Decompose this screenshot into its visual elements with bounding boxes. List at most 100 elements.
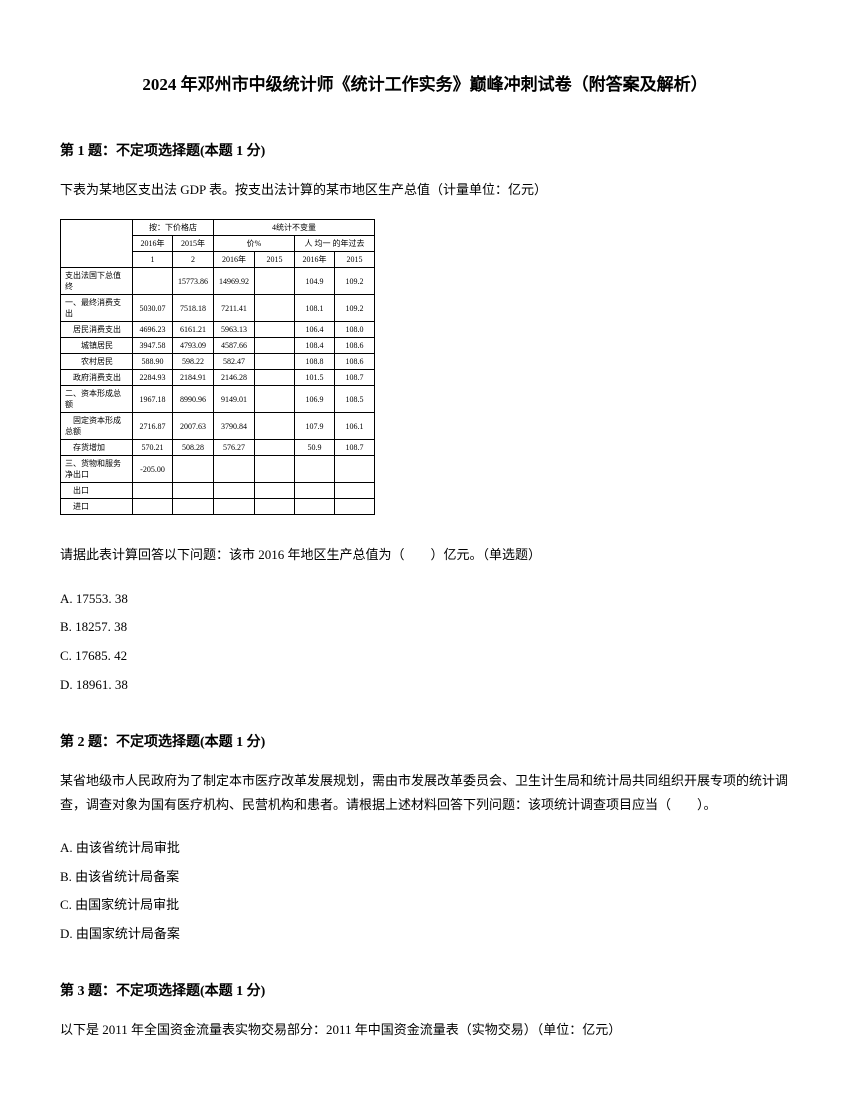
q2-option-a: A. 由该省统计局审批 [60,834,790,863]
q1-option-a: A. 17553. 38 [60,585,790,614]
table-cell [173,483,214,499]
table-cell: 108.7 [335,440,375,456]
table-cell: 5963.13 [214,322,255,338]
table-cell: 108.6 [335,354,375,370]
q2-heading: 第 2 题：不定项选择题(本题 1 分) [60,731,790,751]
table-cell [173,499,214,515]
table-row-category: 存货增加 [61,440,133,456]
table-cell [335,499,375,515]
question-2: 第 2 题：不定项选择题(本题 1 分) 某省地级市人民政府为了制定本市医疗改革… [60,731,790,948]
q1-question: 请据此表计算回答以下问题：该市 2016 年地区生产总值为（ ）亿元。（单选题） [60,543,790,566]
table-cell [255,295,295,322]
table-cell [133,499,173,515]
table-cell [214,483,255,499]
table-cell [255,322,295,338]
table-cell [295,483,335,499]
table-cell: 5030.07 [133,295,173,322]
q1-heading: 第 1 题：不定项选择题(本题 1 分) [60,140,790,160]
table-cell [255,370,295,386]
table-cell: 3947.58 [133,338,173,354]
q1-option-b: B. 18257. 38 [60,613,790,642]
table-cell: 3790.84 [214,413,255,440]
table-cell: 9149.01 [214,386,255,413]
table-cell [255,338,295,354]
table-sub1a: 2016年 [214,252,255,268]
table-cell: 4793.09 [173,338,214,354]
table-cell: 570.21 [133,440,173,456]
table-cell: 2716.87 [133,413,173,440]
table-cell: 6161.21 [173,322,214,338]
table-row-category: 居民消费支出 [61,322,133,338]
table-row-category: 出口 [61,483,133,499]
table-cell: 14969.92 [214,268,255,295]
table-cell: 598.22 [173,354,214,370]
table-cell: 107.9 [295,413,335,440]
table-cell: 108.4 [295,338,335,354]
question-1: 第 1 题：不定项选择题(本题 1 分) 下表为某地区支出法 GDP 表。按支出… [60,140,790,699]
gdp-table: 按：下价格店 4统计不变量 2016年 2015年 价% 人 均一 的年过去 1… [60,219,375,515]
table-cell: 109.2 [335,268,375,295]
table-cell: 1967.18 [133,386,173,413]
table-cell: 588.90 [133,354,173,370]
table-cell: 106.4 [295,322,335,338]
table-cell [335,483,375,499]
table-cell [295,499,335,515]
table-cell: 2284.93 [133,370,173,386]
table-row-category: 农村居民 [61,354,133,370]
table-head-left: 按：下价格店 [133,220,214,236]
table-cell [214,456,255,483]
table-cell: 106.1 [335,413,375,440]
q1-intro: 下表为某地区支出法 GDP 表。按支出法计算的某市地区生产总值（计量单位：亿元） [60,178,790,201]
table-row-category: 进口 [61,499,133,515]
table-cell: 15773.86 [173,268,214,295]
table-year1: 2016年 [133,236,173,252]
table-cell: 109.2 [335,295,375,322]
table-row-category: 二、资本形成总额 [61,386,133,413]
table-head-right: 4统计不变量 [214,220,375,236]
table-colnum: 1 [133,252,173,268]
table-cell: 582.47 [214,354,255,370]
table-row-category: 支出法国下总值终 [61,268,133,295]
q2-text: 某省地级市人民政府为了制定本市医疗改革发展规划，需由市发展改革委员会、卫生计生局… [60,769,790,816]
q2-option-b: B. 由该省统计局备案 [60,863,790,892]
table-cell: 104.9 [295,268,335,295]
table-sub2a: 2016年 [295,252,335,268]
q2-option-d: D. 由国家统计局备案 [60,920,790,949]
table-cell: 108.0 [335,322,375,338]
table-cell [214,499,255,515]
q2-option-c: C. 由国家统计局审批 [60,891,790,920]
q3-heading: 第 3 题：不定项选择题(本题 1 分) [60,980,790,1000]
table-row-category: 三、货物和服务净出口 [61,456,133,483]
table-cell: 108.5 [335,386,375,413]
table-cell [255,413,295,440]
table-cell [133,268,173,295]
table-cell: 108.8 [295,354,335,370]
table-row-category: 固定资本形成总额 [61,413,133,440]
table-cell: 7211.41 [214,295,255,322]
table-cell: 508.28 [173,440,214,456]
table-row-category: 一、最终消费支出 [61,295,133,322]
q1-option-d: D. 18961. 38 [60,671,790,700]
table-cell: 2146.28 [214,370,255,386]
page-title: 2024 年邓州市中级统计师《统计工作实务》巅峰冲刺试卷（附答案及解析） [60,70,790,95]
table-cell: 108.7 [335,370,375,386]
table-sub1: 价% [214,236,295,252]
table-cell: 2184.91 [173,370,214,386]
table-cell: 108.1 [295,295,335,322]
table-row-category: 城镇居民 [61,338,133,354]
table-year2: 2015年 [173,236,214,252]
table-cell: 50.9 [295,440,335,456]
table-cell [133,483,173,499]
q1-option-c: C. 17685. 42 [60,642,790,671]
table-row-category: 政府消费支出 [61,370,133,386]
question-3: 第 3 题：不定项选择题(本题 1 分) 以下是 2011 年全国资金流量表实物… [60,980,790,1041]
table-sub2: 人 均一 的年过去 [295,236,375,252]
table-cell: 2007.63 [173,413,214,440]
table-cell [255,440,295,456]
table-colnum: 2 [173,252,214,268]
table-cell: 108.6 [335,338,375,354]
table-cell: 4587.66 [214,338,255,354]
table-cell [255,386,295,413]
q3-text: 以下是 2011 年全国资金流量表实物交易部分：2011 年中国资金流量表（实物… [60,1018,790,1041]
table-cell: -205.00 [133,456,173,483]
